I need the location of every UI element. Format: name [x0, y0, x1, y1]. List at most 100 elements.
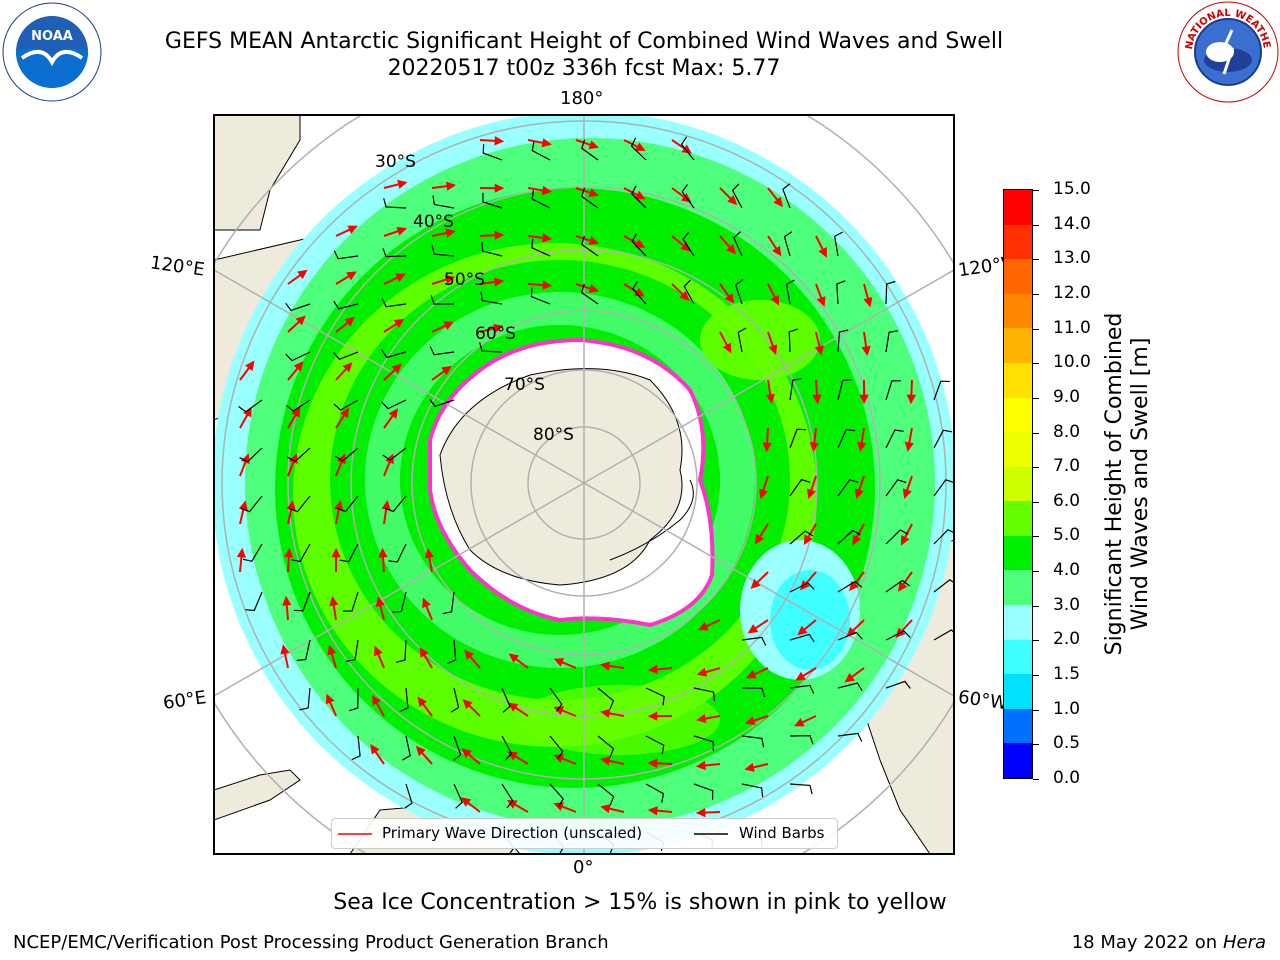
- wave-arrow-head: [647, 711, 658, 721]
- wind-barb: [291, 543, 311, 563]
- wind-barb: [693, 735, 714, 751]
- wave-arrow-head: [339, 407, 350, 419]
- wave-arrow-head: [754, 533, 764, 545]
- colorbar-tick-label: 4.0: [1053, 560, 1081, 581]
- wind-barb: [737, 327, 747, 353]
- wave-arrow-head: [385, 453, 394, 465]
- wave-arrow-head: [727, 195, 738, 206]
- wind-barb: [480, 291, 503, 305]
- sea-ice-note: Sea Ice Concentration > 15% is shown in …: [333, 890, 947, 915]
- wind-barb: [631, 233, 647, 257]
- wind-barb: [238, 399, 263, 413]
- wind-barb: [785, 279, 795, 305]
- colorbar-tick-mark: [1033, 536, 1039, 538]
- wave-arrow-head: [747, 624, 759, 634]
- wind-barb: [789, 478, 811, 497]
- wind-barbs: [238, 136, 954, 854]
- wind-barb: [285, 302, 311, 312]
- wave-arrow-head: [346, 271, 357, 281]
- wave-arrow-head: [445, 181, 457, 191]
- wave-arrow-head: [765, 393, 775, 404]
- wave-arrow-head: [634, 239, 646, 248]
- wind-barb: [837, 631, 863, 641]
- wave-arrow-head: [238, 500, 248, 511]
- wave-arrow-head: [793, 717, 805, 727]
- wind-barb: [789, 582, 815, 593]
- wave-arrow-head: [331, 547, 341, 558]
- wind-barb: [245, 591, 263, 612]
- wave-arrow-head: [806, 488, 816, 500]
- wave-arrow-head: [370, 743, 380, 755]
- wind-barb: [631, 185, 647, 209]
- wind-barb: [837, 682, 863, 692]
- wave-arrow-head: [863, 296, 873, 308]
- wind-barb: [597, 687, 615, 710]
- lon-label-180: 180°: [560, 88, 604, 109]
- wave-arrow-head: [344, 316, 355, 327]
- wave-arrow-head: [372, 694, 381, 706]
- wind-barb: [450, 687, 460, 713]
- wave-arrow-head: [325, 693, 335, 705]
- lon-label-0: 0°: [573, 857, 594, 878]
- wave-arrow-head: [445, 228, 456, 238]
- colorbar-tick-mark: [1033, 605, 1039, 607]
- wave-arrow-head: [245, 360, 255, 371]
- colorbar-tick-label: 1.5: [1053, 664, 1081, 685]
- machine-name: Hera: [1222, 932, 1266, 953]
- wave-arrow-head: [391, 363, 402, 374]
- wind-barb: [531, 238, 551, 257]
- wave-arrow-head: [443, 321, 454, 330]
- wave-arrow-head: [906, 394, 916, 405]
- wind-barb: [933, 429, 953, 449]
- colorbar-segment: [1004, 742, 1032, 778]
- colorbar-segment: [1004, 224, 1032, 260]
- colorbar-label: Significant Height of Combined Wind Wave…: [1102, 313, 1154, 656]
- wind-barb: [885, 330, 899, 353]
- wave-arrow-head: [396, 226, 407, 236]
- date-text: 18 May 2022 on Hera: [1072, 932, 1266, 953]
- wind-barb: [789, 783, 813, 795]
- wave-arrow-head: [329, 595, 339, 607]
- wind-barb: [733, 231, 743, 257]
- wave-arrow-head: [541, 138, 552, 148]
- wind-barb: [482, 192, 503, 209]
- wind-barb: [885, 280, 896, 305]
- chart-subtitle: 20220517 t00z 336h fcst Max: 5.77: [387, 56, 781, 81]
- wind-barb: [339, 543, 359, 563]
- wind-barb: [334, 447, 359, 462]
- wind-barb: [479, 342, 503, 353]
- wind-barb: [242, 543, 263, 562]
- wind-barb: [333, 300, 359, 310]
- wave-arrow-head: [812, 394, 822, 405]
- wave-arrow-head: [599, 661, 611, 671]
- wind-barb: [580, 283, 599, 305]
- wind-barb: [836, 280, 846, 305]
- wind-barb: [682, 231, 695, 257]
- wind-barb: [789, 428, 807, 449]
- wind-barb: [933, 579, 954, 593]
- wind-barb: [731, 183, 743, 209]
- wave-arrow-head: [297, 269, 308, 280]
- wind-barb: [885, 429, 904, 449]
- wind-barb: [693, 687, 716, 702]
- colorbar-tick-mark: [1033, 779, 1039, 780]
- colorbar-tick-mark: [1033, 328, 1039, 330]
- colorbar-tick-mark: [1033, 363, 1039, 365]
- noaa-logo: NOAA: [2, 2, 102, 102]
- wind-barb: [351, 735, 361, 761]
- wave-arrow-head: [293, 361, 304, 372]
- wind-barb: [333, 351, 359, 361]
- wave-arrow-head: [460, 797, 472, 807]
- wave-arrow-head: [816, 296, 826, 307]
- wind-barb: [837, 529, 861, 545]
- wave-arrow-head: [900, 534, 910, 546]
- wave-arrow-head: [679, 290, 690, 301]
- wave-arrow-head: [236, 547, 247, 558]
- wind-barb: [333, 250, 359, 260]
- wave-arrow-head: [494, 230, 505, 240]
- wind-barb: [333, 399, 359, 411]
- wave-arrow-head: [744, 762, 755, 772]
- colorbar-segment: [1004, 362, 1032, 398]
- wave-arrow-head: [464, 649, 474, 660]
- nws-logo: NATIONAL WEATHER SERVICE: [1176, 0, 1279, 103]
